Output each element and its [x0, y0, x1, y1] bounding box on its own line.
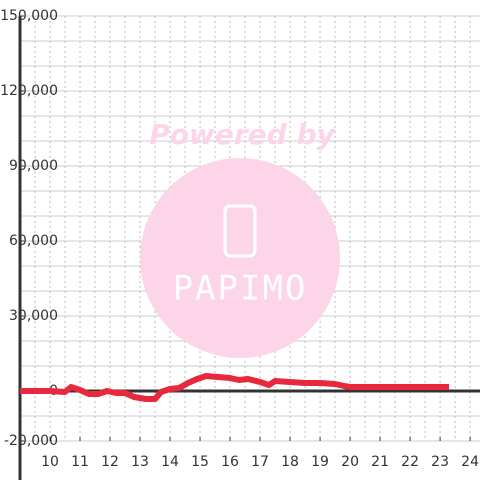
watermark-icon	[223, 204, 257, 258]
x-tick-label: 13	[131, 454, 149, 470]
watermark-circle	[140, 158, 340, 358]
watermark: Powered by PAPIMO	[140, 118, 340, 358]
x-tick-label: 12	[101, 454, 119, 470]
x-tick-label: 16	[221, 454, 239, 470]
x-tick-label: 24	[461, 454, 479, 470]
x-tick-label: 18	[281, 454, 299, 470]
x-tick-label: 19	[311, 454, 329, 470]
x-tick-label: 21	[371, 454, 389, 470]
y-tick-label: 30,000	[9, 308, 58, 324]
x-tick-label: 17	[251, 454, 269, 470]
y-tick-label: 150,000	[0, 8, 58, 24]
x-tick-label: 15	[191, 454, 209, 470]
x-tick-label: 11	[71, 454, 89, 470]
y-tick-label: 90,000	[9, 158, 58, 174]
line	[20, 373, 450, 402]
y-tick-label: -20,000	[4, 433, 58, 449]
y-tick-label: 60,000	[9, 233, 58, 249]
y-tick-label: 120,000	[0, 83, 58, 99]
x-tick-label: 10	[41, 454, 59, 470]
x-tick-label: 22	[401, 454, 419, 470]
x-tick-label: 14	[161, 454, 179, 470]
watermark-text: Powered by	[149, 118, 336, 151]
x-tick-label: 20	[341, 454, 359, 470]
x-tick-label: 23	[431, 454, 449, 470]
watermark-logo: PAPIMO	[173, 269, 308, 309]
